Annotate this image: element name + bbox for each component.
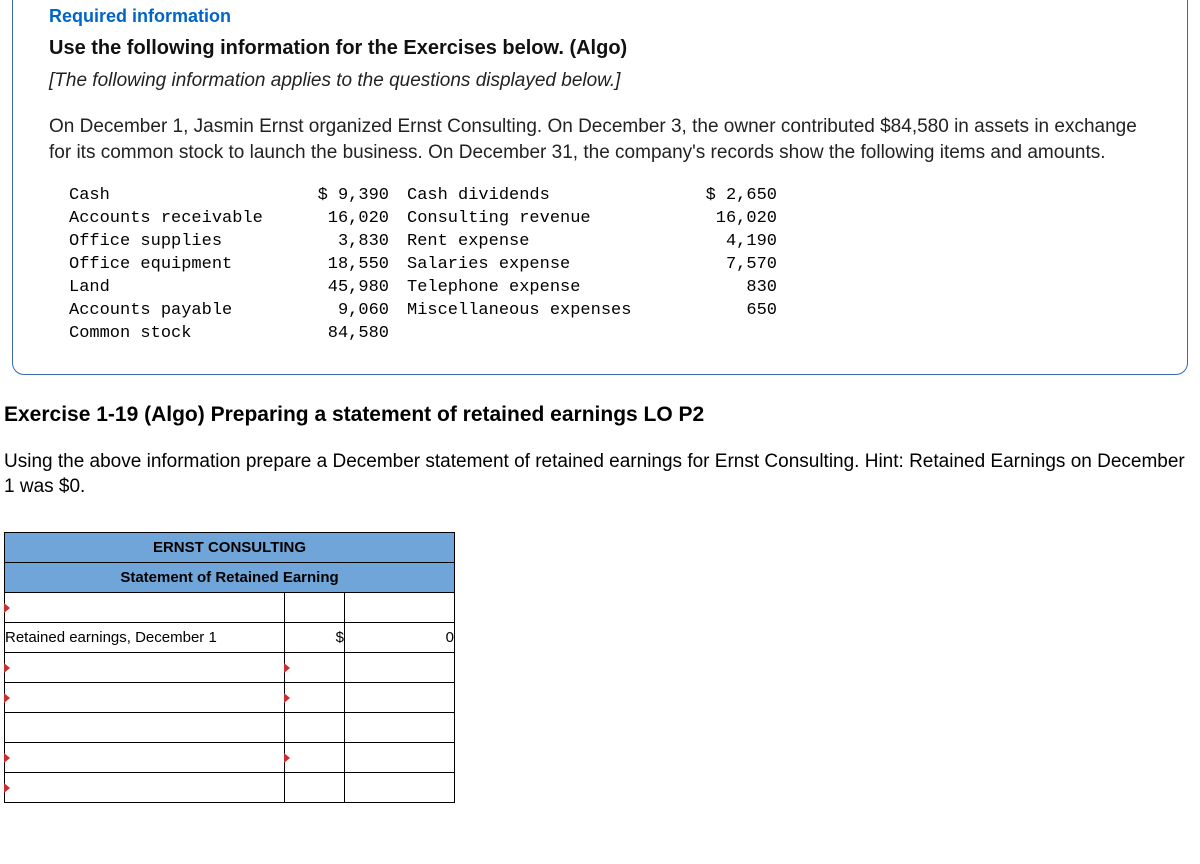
account-value: 9,060 [299, 300, 389, 323]
account-value: 830 [687, 277, 777, 300]
account-label: Telephone expense [407, 277, 687, 300]
account-value: 16,020 [299, 208, 389, 231]
narrative-text: On December 1, Jasmin Ernst organized Er… [49, 114, 1151, 165]
account-label: Accounts payable [69, 300, 299, 323]
row-label-cell[interactable] [5, 653, 285, 683]
dropdown-marker-icon [4, 663, 10, 673]
table-row [5, 653, 455, 683]
dropdown-marker-icon [284, 663, 290, 673]
account-value: 18,550 [299, 254, 389, 277]
worksheet-title-statement: Statement of Retained Earning [5, 563, 455, 593]
account-label: Miscellaneous expenses [407, 300, 687, 323]
account-label: Land [69, 277, 299, 300]
required-info-panel: Required information Use the following i… [12, 0, 1188, 375]
row-label-cell[interactable]: Retained earnings, December 1 [5, 623, 285, 653]
account-label: Accounts receivable [69, 208, 299, 231]
dropdown-marker-icon [284, 693, 290, 703]
exercise-instructions: Using the above information prepare a De… [4, 449, 1196, 500]
account-value: 84,580 [299, 323, 389, 346]
amount-cell[interactable] [345, 743, 455, 773]
retained-earnings-worksheet: ERNST CONSULTING Statement of Retained E… [4, 532, 455, 803]
table-row [5, 593, 455, 623]
table-row [5, 773, 455, 803]
dropdown-marker-icon [4, 693, 10, 703]
amount-cell[interactable]: 0 [345, 623, 455, 653]
row-label-cell[interactable] [5, 773, 285, 803]
exercise-heading: Exercise 1-19 (Algo) Preparing a stateme… [4, 403, 1200, 427]
table-row [5, 743, 455, 773]
account-label: Office supplies [69, 231, 299, 254]
currency-symbol-cell[interactable] [285, 773, 345, 803]
account-value: 45,980 [299, 277, 389, 300]
dropdown-marker-icon [4, 753, 10, 763]
account-label: Common stock [69, 323, 299, 346]
amount-cell[interactable] [345, 653, 455, 683]
accounts-table: CashAccounts receivableOffice suppliesOf… [49, 185, 1151, 346]
required-info-label: Required information [49, 0, 1151, 27]
table-row: Retained earnings, December 1$0 [5, 623, 455, 653]
row-label-cell[interactable] [5, 743, 285, 773]
account-value: 7,570 [687, 254, 777, 277]
currency-symbol-cell[interactable]: $ [285, 623, 345, 653]
account-label: Office equipment [69, 254, 299, 277]
dropdown-marker-icon [4, 783, 10, 793]
account-label: Consulting revenue [407, 208, 687, 231]
account-value: 650 [687, 300, 777, 323]
instruction-heading: Use the following information for the Ex… [49, 37, 1151, 60]
account-label: Cash dividends [407, 185, 687, 208]
table-row [5, 683, 455, 713]
table-row [5, 713, 455, 743]
amount-cell[interactable] [345, 593, 455, 623]
account-value: $ 2,650 [687, 185, 777, 208]
currency-symbol-cell[interactable] [285, 743, 345, 773]
row-label-cell[interactable] [5, 683, 285, 713]
dropdown-marker-icon [4, 603, 10, 613]
worksheet-title-company: ERNST CONSULTING [5, 533, 455, 563]
account-value: 3,830 [299, 231, 389, 254]
currency-symbol-cell[interactable] [285, 593, 345, 623]
account-value: 16,020 [687, 208, 777, 231]
account-label: Cash [69, 185, 299, 208]
amount-cell[interactable] [345, 773, 455, 803]
currency-symbol-cell[interactable] [285, 713, 345, 743]
amount-cell[interactable] [345, 683, 455, 713]
row-label-cell[interactable] [5, 713, 285, 743]
account-value: 4,190 [687, 231, 777, 254]
account-label: Salaries expense [407, 254, 687, 277]
account-label: Rent expense [407, 231, 687, 254]
dropdown-marker-icon [284, 753, 290, 763]
currency-symbol-cell[interactable] [285, 653, 345, 683]
row-label-cell[interactable] [5, 593, 285, 623]
context-note: [The following information applies to th… [49, 70, 1151, 92]
account-value: $ 9,390 [299, 185, 389, 208]
amount-cell[interactable] [345, 713, 455, 743]
currency-symbol-cell[interactable] [285, 683, 345, 713]
